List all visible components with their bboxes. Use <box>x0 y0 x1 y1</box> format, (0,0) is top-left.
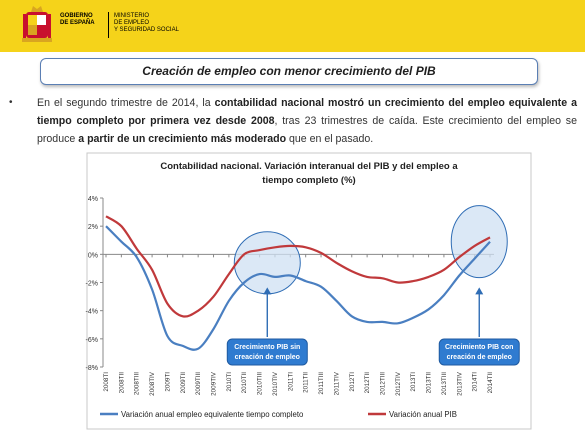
para-bold-1: contabilidad nacional mostró un crecimie… <box>37 97 577 127</box>
x-tick-label: 2014TI <box>472 372 479 392</box>
y-tick-label: 2% <box>88 224 98 231</box>
x-tick-label: 2008TIII <box>134 372 141 395</box>
y-tick-label: -2% <box>86 281 98 288</box>
body-paragraph: En el segundo trimestre de 2014, la cont… <box>37 94 577 148</box>
x-tick-label: 2013TI <box>410 372 417 392</box>
coat-of-arms-icon <box>22 6 52 42</box>
x-tick-label: 2014TII <box>487 372 494 394</box>
series-line-employment <box>105 225 491 351</box>
arrow-head-icon <box>475 287 484 295</box>
series-line-gdp <box>105 215 491 318</box>
x-tick-label: 2008TIV <box>149 371 156 396</box>
header-bar: GOBIERNO DE ESPAÑA MINISTERIO DE EMPLEO … <box>0 0 585 52</box>
chart-title-line2: tiempo completo (%) <box>262 175 355 186</box>
para-text-2: , tras 23 trimestres de caída. Este crec… <box>37 115 577 145</box>
x-tick-label: 2012TI <box>349 372 356 392</box>
highlight-circle-right <box>450 205 508 279</box>
bullet-icon: • <box>9 97 13 108</box>
x-tick-label: 2012TIII <box>379 372 386 395</box>
annotation-text-line1: Crecimiento PIB con <box>445 344 513 351</box>
legend-label-employment: Variación anual empleo equivalente tiemp… <box>121 410 304 419</box>
x-tick-label: 2009TI <box>164 372 171 392</box>
y-tick-label: -4% <box>86 309 98 316</box>
x-tick-label: 2012TIV <box>395 371 402 396</box>
y-tick-label: -6% <box>86 337 98 344</box>
annotation-box <box>438 338 520 366</box>
chart-title-line1: Contabilidad nacional. Variación interan… <box>160 161 458 172</box>
x-tick-label: 2008TII <box>118 372 125 394</box>
annotation-text-line1: Crecimiento PIB sin <box>234 344 300 351</box>
x-tick-label: 2009TIV <box>211 371 218 396</box>
ministry-label: MINISTERIO DE EMPLEO Y SEGURIDAD SOCIAL <box>114 13 179 33</box>
x-tick-label: 2011TIV <box>333 371 340 395</box>
x-tick-label: 2009TII <box>180 372 187 394</box>
x-tick-label: 2008TI <box>103 372 110 392</box>
annotation-box <box>226 338 308 366</box>
para-text-1: En el segundo trimestre de 2014, la <box>37 97 215 109</box>
y-tick-label: 0% <box>88 252 98 259</box>
x-tick-label: 2010TI <box>226 372 233 392</box>
government-label: GOBIERNO DE ESPAÑA <box>60 13 95 26</box>
x-tick-label: 2010TIV <box>272 371 279 396</box>
x-tick-label: 2011TII <box>303 372 310 393</box>
slide-title-box: Creación de empleo con menor crecimiento… <box>40 58 538 85</box>
x-tick-label: 2011TIII <box>318 372 325 395</box>
x-tick-label: 2013TIII <box>441 372 448 395</box>
annotation-text-line2: creación de empleo <box>447 354 512 361</box>
x-tick-label: 2009TIII <box>195 372 202 395</box>
header-divider <box>108 12 109 38</box>
y-tick-label: -8% <box>86 365 98 372</box>
y-tick-label: 4% <box>88 196 98 203</box>
arrow-head-icon <box>263 287 272 295</box>
x-tick-label: 2013TII <box>426 372 433 394</box>
x-tick-label: 2011TI <box>287 372 294 391</box>
para-text-3: que en el pasado. <box>286 133 374 145</box>
legend-label-gdp: Variación anual PIB <box>389 410 457 419</box>
x-tick-label: 2010TIII <box>257 372 264 395</box>
highlight-circle-left <box>233 231 301 295</box>
annotation-text-line2: creación de empleo <box>235 354 300 361</box>
x-tick-label: 2010TII <box>241 372 248 394</box>
x-tick-label: 2012TII <box>364 372 371 394</box>
para-bold-2: a partir de un crecimiento más moderado <box>78 133 287 145</box>
slide-title: Creación de empleo con menor crecimiento… <box>142 64 436 78</box>
x-tick-label: 2013TIV <box>456 371 463 396</box>
